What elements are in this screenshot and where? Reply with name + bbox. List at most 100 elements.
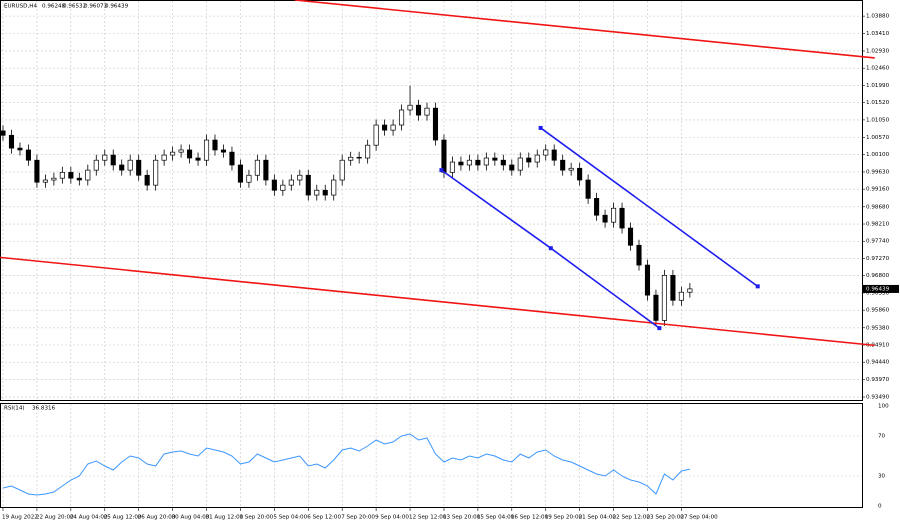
candle-body [627, 227, 634, 246]
y-tick-label: 0.96800 [866, 273, 890, 279]
candle-body [119, 164, 125, 171]
x-tick-label: 22 Aug 20:00 [36, 515, 74, 521]
trendline [540, 127, 759, 287]
header-high: 0.96532 [63, 4, 86, 10]
x-tick-label: 31 Aug 12:00 [206, 515, 244, 521]
candle-body [136, 159, 142, 176]
x-tick-label: 27 Sep 04:00 [680, 515, 718, 521]
candle-body [458, 161, 464, 166]
candle-body [619, 207, 625, 229]
candle-body [59, 171, 65, 179]
candle-body [373, 124, 379, 146]
y-tick-label: 1.01990 [866, 83, 890, 89]
candle-body [475, 159, 481, 166]
candle-body [8, 134, 15, 149]
candle-body [653, 294, 659, 321]
trendline [0, 256, 875, 347]
y-tick-label: 0.94910 [866, 343, 890, 349]
y-tick-label: 0.97740 [866, 239, 890, 245]
y-tick-label: 0.98210 [866, 222, 890, 228]
candle-body [271, 179, 277, 191]
candle-body [551, 149, 557, 161]
candle-body [34, 159, 40, 183]
rsi-name: RSI(14) [4, 406, 25, 412]
y-tick-label: 0.96330 [866, 290, 890, 296]
candle-body [670, 274, 676, 301]
candle-body [280, 184, 286, 191]
y-tick-label: 30 [878, 474, 886, 480]
y-tick-label: 1.01520 [866, 100, 890, 106]
y-tick-label: 0.99160 [866, 187, 890, 193]
candle-body [517, 157, 523, 171]
candle-body [263, 159, 269, 181]
y-tick-label: 0 [878, 504, 882, 510]
trendline-anchor [439, 168, 444, 173]
candle-body [568, 167, 574, 171]
x-tick-label: 9 Sep 04:00 [375, 515, 409, 521]
candle-body [441, 139, 447, 173]
header-low: 0.96073 [84, 4, 108, 10]
candle-body [93, 159, 99, 171]
candle-body [636, 244, 642, 266]
y-tick-label: 0.93490 [866, 395, 890, 401]
candle-body [195, 157, 201, 161]
candle-body [449, 161, 455, 173]
x-tick-label: 19 Sep 20:00 [545, 515, 583, 521]
candle-body [17, 147, 23, 151]
candle-body [339, 159, 345, 181]
y-tick-label: 1.03880 [866, 14, 890, 20]
candle-body [51, 177, 57, 181]
candle-body [415, 104, 422, 116]
candle-body [560, 159, 566, 171]
candle-body [161, 154, 167, 161]
trendline-anchor [548, 246, 553, 251]
candle-body [500, 159, 506, 166]
candle-body [85, 169, 91, 181]
candle-body [229, 151, 235, 166]
x-tick-label: 12 Sep 12:00 [409, 515, 447, 521]
rsi-value: 36.8316 [32, 406, 56, 412]
price-tag [863, 284, 899, 293]
x-tick-label: 22 Sep 12:00 [613, 515, 651, 521]
y-tick-label: 1.03410 [866, 31, 890, 37]
candle-body [144, 174, 150, 186]
candle-body [611, 207, 617, 223]
y-tick-label: 1.00570 [866, 135, 890, 141]
candle-body [509, 164, 515, 171]
candle-body [297, 174, 303, 181]
candle-body [644, 264, 651, 296]
candle-body [526, 157, 532, 163]
candle-body [288, 179, 294, 186]
trendline [294, 0, 875, 59]
candle-body [356, 156, 362, 159]
candle-body [543, 149, 549, 156]
candle-body [0, 130, 6, 136]
y-tick-label: 70 [878, 434, 886, 440]
x-tick-label: 5 Sep 04:00 [273, 515, 307, 521]
candle-body [407, 104, 413, 111]
rsi-frame [0, 403, 863, 508]
x-tick-label: 1 Sep 20:00 [239, 515, 273, 521]
candle-body [661, 274, 667, 321]
candle-body [203, 139, 210, 161]
candle-body [348, 156, 354, 161]
candle-body [246, 174, 252, 183]
candle-body [314, 189, 320, 196]
candle-body [585, 179, 591, 199]
y-tick-label: 0.93970 [866, 377, 890, 383]
candle-body [305, 174, 311, 196]
x-tick-label: 19 Aug 2022 [2, 515, 38, 521]
price-frame [0, 0, 863, 401]
trendline-anchor [657, 326, 662, 331]
x-tick-label: 7 Sep 20:00 [341, 515, 375, 521]
candle-body [331, 179, 337, 196]
candle-body [25, 149, 31, 161]
candle-body [187, 149, 193, 159]
candle-body [534, 154, 540, 163]
candle-body [76, 177, 82, 181]
candle-body [687, 288, 693, 293]
rsi-line [2, 433, 690, 496]
candle-body [322, 189, 328, 196]
candle-body [678, 291, 684, 301]
